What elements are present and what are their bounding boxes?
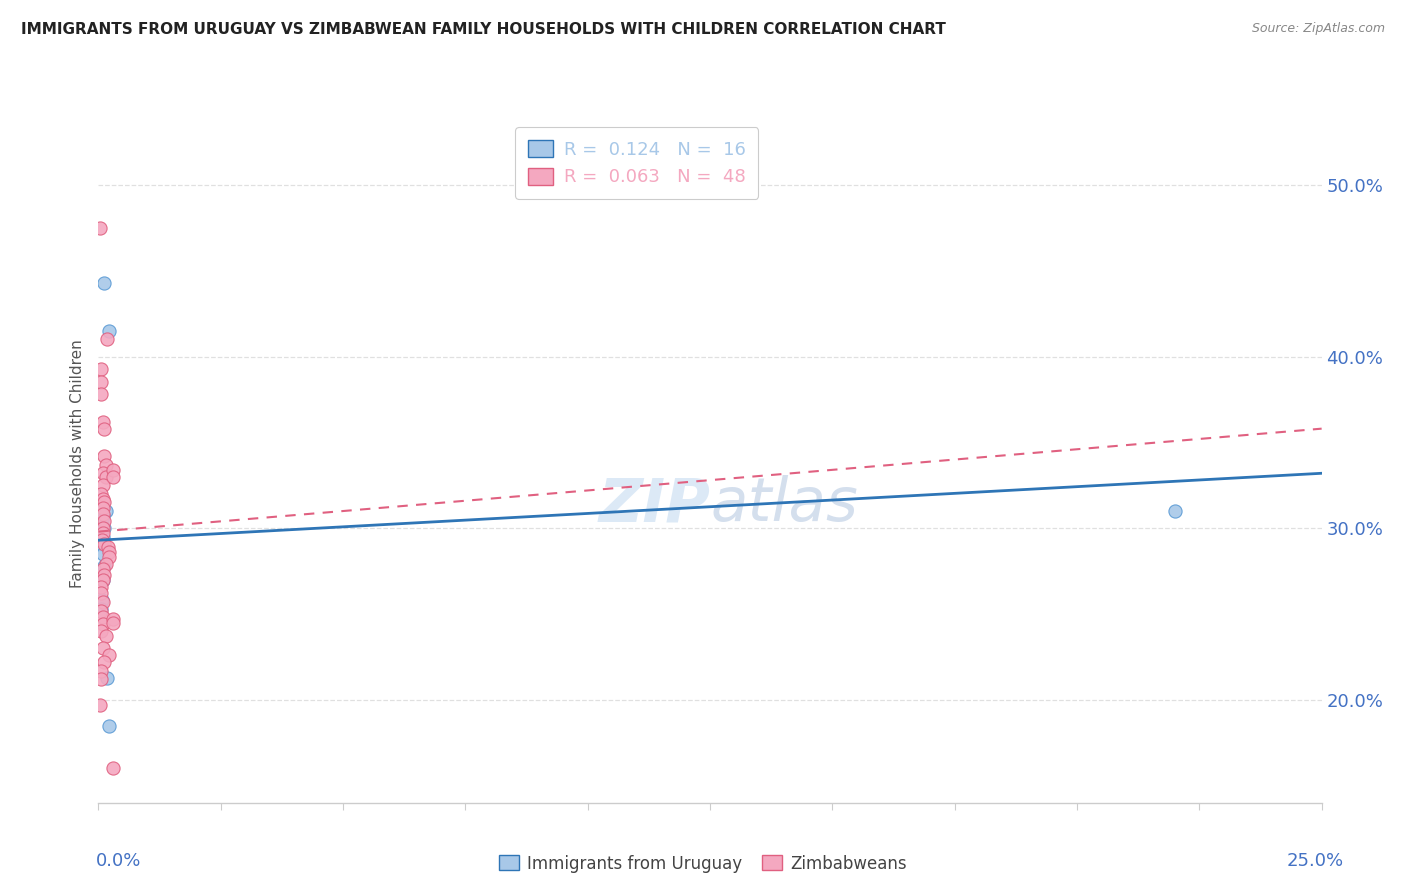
Point — [93, 536, 115, 550]
Point — [101, 762, 124, 776]
Point — [91, 536, 114, 550]
Point — [91, 478, 114, 492]
Point — [96, 629, 118, 643]
Point — [98, 718, 121, 732]
Point — [90, 387, 112, 401]
Point — [90, 487, 112, 501]
Point — [93, 521, 115, 535]
Point — [91, 491, 114, 506]
Point — [91, 530, 114, 544]
Point — [91, 415, 114, 429]
Point — [96, 333, 118, 347]
Point — [91, 641, 114, 656]
Point — [90, 580, 112, 594]
Point — [91, 610, 114, 624]
Point — [90, 664, 112, 678]
Point — [91, 593, 114, 607]
Point — [101, 612, 124, 626]
Point — [98, 550, 121, 565]
Point — [97, 540, 120, 554]
Point — [98, 648, 121, 663]
Point — [91, 509, 114, 524]
Point — [91, 617, 114, 632]
Point — [91, 500, 114, 515]
Point — [93, 449, 115, 463]
Point — [101, 615, 124, 630]
Point — [93, 276, 115, 290]
Point — [91, 526, 114, 541]
Point — [90, 624, 112, 639]
Point — [90, 604, 112, 618]
Point — [91, 533, 114, 548]
Point — [91, 562, 114, 576]
Point — [90, 672, 112, 686]
Text: 0.0%: 0.0% — [96, 852, 141, 870]
Legend: Immigrants from Uruguay, Zimbabweans: Immigrants from Uruguay, Zimbabweans — [492, 848, 914, 880]
Text: 25.0%: 25.0% — [1286, 852, 1344, 870]
Point — [93, 558, 115, 573]
Point — [1164, 504, 1187, 518]
Point — [90, 376, 112, 390]
Point — [96, 558, 118, 572]
Point — [93, 655, 115, 669]
Point — [90, 602, 112, 616]
Point — [98, 324, 121, 338]
Point — [93, 514, 115, 528]
Point — [90, 586, 112, 600]
Point — [91, 595, 114, 609]
Point — [91, 573, 114, 587]
Point — [98, 545, 121, 559]
Point — [96, 469, 118, 483]
Point — [93, 495, 115, 509]
Point — [89, 698, 111, 712]
Y-axis label: Family Households with Children: Family Households with Children — [70, 340, 86, 588]
Point — [91, 573, 114, 587]
Point — [93, 567, 115, 582]
Point — [91, 508, 114, 522]
Text: IMMIGRANTS FROM URUGUAY VS ZIMBABWEAN FAMILY HOUSEHOLDS WITH CHILDREN CORRELATIO: IMMIGRANTS FROM URUGUAY VS ZIMBABWEAN FA… — [21, 22, 946, 37]
Point — [96, 458, 118, 472]
Point — [91, 467, 114, 481]
Point — [91, 521, 114, 535]
Text: Source: ZipAtlas.com: Source: ZipAtlas.com — [1251, 22, 1385, 36]
Point — [93, 422, 115, 436]
Point — [94, 504, 117, 518]
Point — [90, 361, 112, 376]
Text: atlas: atlas — [710, 475, 858, 534]
Legend: R =  0.124   N =  16, R =  0.063   N =  48: R = 0.124 N = 16, R = 0.063 N = 48 — [515, 128, 758, 199]
Point — [91, 547, 114, 561]
Point — [101, 463, 124, 477]
Point — [89, 220, 111, 235]
Point — [101, 469, 124, 483]
Point — [91, 513, 114, 527]
Text: ZIP: ZIP — [598, 475, 710, 534]
Point — [96, 671, 118, 685]
